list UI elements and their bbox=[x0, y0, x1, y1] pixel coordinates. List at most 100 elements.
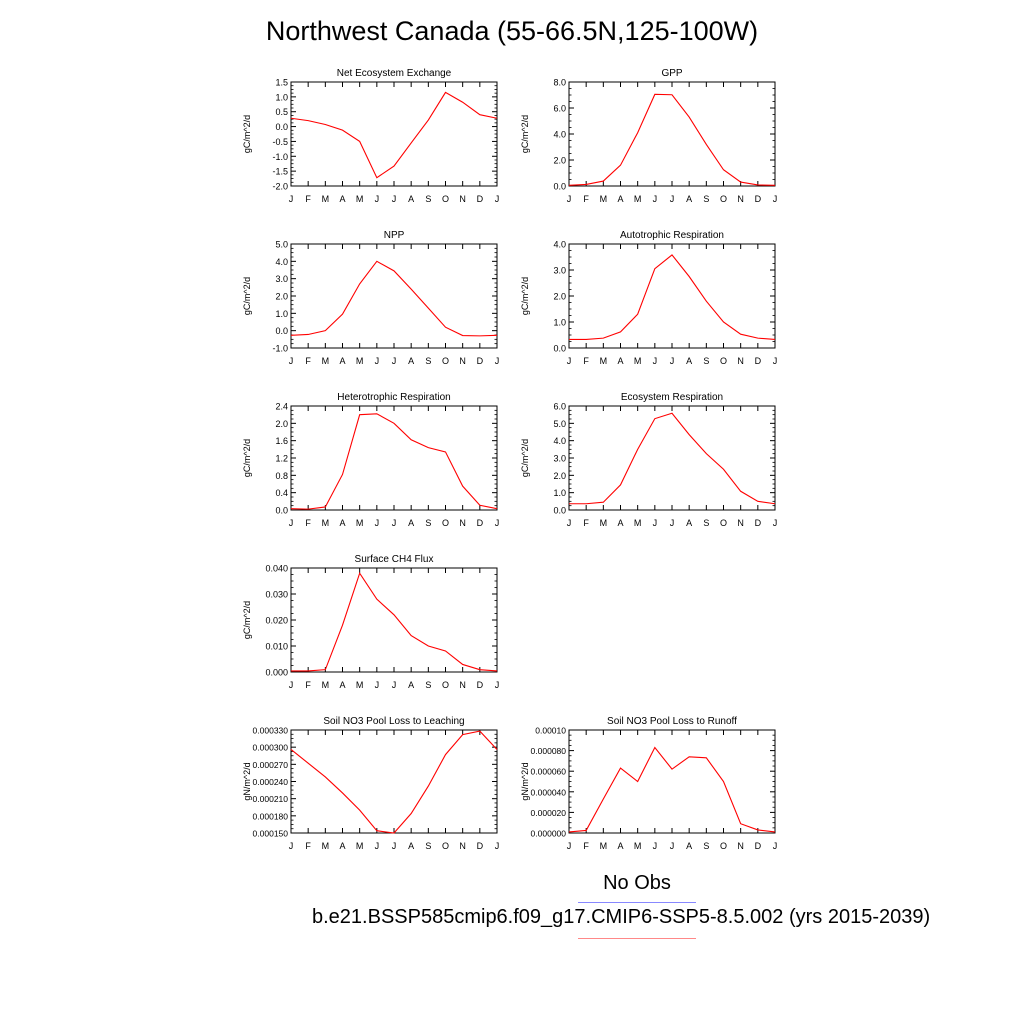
data-line bbox=[290, 91, 498, 179]
legend-case-label: b.e21.BSSP585cmip6.f09_g17.CMIP6-SSP5-8.… bbox=[312, 906, 931, 928]
x-tick-label: J bbox=[653, 356, 658, 366]
x-tick-label: A bbox=[408, 841, 414, 851]
y-tick-label: 2.0 bbox=[275, 419, 288, 429]
x-tick-label: F bbox=[305, 841, 311, 851]
plot-frame bbox=[568, 405, 776, 511]
x-tick-label: M bbox=[356, 518, 364, 528]
y-tick-label: 8.0 bbox=[553, 78, 566, 88]
x-tick-label: O bbox=[442, 194, 449, 204]
y-tick-label: 0.000180 bbox=[253, 811, 289, 821]
y-tick-label: 0.000040 bbox=[531, 787, 567, 797]
y-tick-label: 4.0 bbox=[553, 436, 566, 446]
y-tick-label: 2.0 bbox=[553, 156, 566, 166]
x-tick-label: J bbox=[567, 518, 572, 528]
plot-frame bbox=[290, 729, 498, 834]
x-tick-label: M bbox=[634, 194, 642, 204]
y-axis-label: gN/m^2/d bbox=[520, 762, 530, 800]
x-tick-label: J bbox=[392, 518, 397, 528]
x-tick-label: J bbox=[392, 194, 397, 204]
x-tick-label: J bbox=[670, 518, 675, 528]
x-tick-label: D bbox=[477, 680, 484, 690]
y-tick-label: 0.000300 bbox=[253, 743, 289, 753]
x-tick-label: D bbox=[755, 841, 762, 851]
chart-title: Soil NO3 Pool Loss to Leaching bbox=[323, 716, 464, 727]
y-tick-label: -0.5 bbox=[272, 137, 288, 147]
x-tick-label: J bbox=[567, 194, 572, 204]
chart-panel: Soil NO3 Pool Loss to Leaching 0.000150 0.… bbox=[242, 716, 499, 851]
y-tick-label: 3.0 bbox=[553, 454, 566, 464]
x-tick-label: F bbox=[305, 194, 311, 204]
chart-title: Net Ecosystem Exchange bbox=[337, 68, 452, 79]
x-tick-label: O bbox=[442, 841, 449, 851]
y-tick-label: 2.4 bbox=[275, 402, 288, 412]
x-tick-label: J bbox=[375, 518, 380, 528]
plot-frame bbox=[568, 243, 776, 349]
x-tick-label: A bbox=[339, 356, 345, 366]
chart-title: Soil NO3 Pool Loss to Runoff bbox=[607, 716, 737, 727]
page-title: Northwest Canada (55-66.5N,125-100W) bbox=[265, 16, 759, 46]
x-tick-label: D bbox=[477, 194, 484, 204]
x-tick-label: N bbox=[737, 841, 744, 851]
x-tick-label: J bbox=[653, 841, 658, 851]
y-tick-label: 0.5 bbox=[275, 107, 288, 117]
x-tick-label: J bbox=[375, 680, 380, 690]
chart-panel: Heterotrophic Respiration 0.0 0.4 0.8 1.2 1.6… bbox=[242, 392, 499, 528]
x-tick-label: M bbox=[356, 356, 364, 366]
x-tick-label: N bbox=[737, 518, 744, 528]
x-tick-label: S bbox=[425, 194, 431, 204]
chart-panel: NPP-1.00.01.02.03.04.05.0J F M A M J J A S O N D JgC… bbox=[242, 230, 499, 366]
x-tick-label: J bbox=[495, 356, 500, 366]
data-line bbox=[290, 260, 498, 337]
legend-case-line bbox=[578, 938, 696, 939]
x-tick-label: S bbox=[425, 356, 431, 366]
x-tick-label: J bbox=[392, 356, 397, 366]
x-tick-label: S bbox=[703, 356, 709, 366]
x-tick-label: O bbox=[720, 194, 727, 204]
y-tick-label: 0.040 bbox=[265, 564, 288, 574]
x-tick-label: D bbox=[477, 841, 484, 851]
chart-title: Surface CH4 Flux bbox=[355, 554, 434, 565]
data-line bbox=[291, 571, 498, 672]
y-tick-label: -1.5 bbox=[272, 167, 288, 177]
x-tick-label: F bbox=[305, 356, 311, 366]
x-tick-label: J bbox=[375, 356, 380, 366]
x-tick-label: J bbox=[670, 194, 675, 204]
x-tick-label: O bbox=[720, 841, 727, 851]
y-tick-label: 0.000000 bbox=[531, 829, 567, 839]
x-tick-label: A bbox=[617, 194, 623, 204]
x-tick-label: N bbox=[459, 194, 466, 204]
y-tick-label: 0.0 bbox=[275, 326, 288, 336]
x-tick-label: A bbox=[408, 518, 414, 528]
y-tick-label: 1.0 bbox=[553, 488, 566, 498]
x-tick-label: M bbox=[600, 356, 608, 366]
x-tick-label: A bbox=[686, 841, 692, 851]
x-tick-label: J bbox=[495, 518, 500, 528]
chart-panel: Autotrophic Respiration 0.0 1.0 2.0 3.0 4.0 J F… bbox=[520, 230, 777, 366]
y-axis-label: gC/m^2/d bbox=[242, 277, 252, 315]
x-tick-label: N bbox=[737, 194, 744, 204]
x-tick-label: J bbox=[375, 194, 380, 204]
x-tick-label: O bbox=[442, 680, 449, 690]
y-tick-label: 0.0 bbox=[553, 182, 566, 192]
y-tick-label: 0.000330 bbox=[253, 726, 289, 736]
x-tick-label: M bbox=[356, 841, 364, 851]
x-tick-label: J bbox=[289, 356, 294, 366]
x-tick-label: N bbox=[459, 518, 466, 528]
y-tick-label: 2.0 bbox=[553, 471, 566, 481]
data-line bbox=[290, 730, 498, 834]
x-tick-label: S bbox=[703, 194, 709, 204]
x-tick-label: F bbox=[305, 680, 311, 690]
plot-frame bbox=[290, 405, 498, 511]
y-tick-label: 3.0 bbox=[275, 274, 288, 284]
x-tick-label: S bbox=[425, 841, 431, 851]
x-tick-label: A bbox=[617, 841, 623, 851]
x-tick-label: O bbox=[720, 518, 727, 528]
x-tick-label: O bbox=[442, 518, 449, 528]
y-axis-label: gC/m^2/d bbox=[520, 439, 530, 477]
y-tick-label: 5.0 bbox=[275, 240, 288, 250]
y-tick-label: 0.000080 bbox=[531, 746, 567, 756]
x-tick-label: N bbox=[459, 680, 466, 690]
x-tick-label: J bbox=[773, 194, 778, 204]
x-tick-label: M bbox=[322, 194, 330, 204]
x-tick-label: J bbox=[773, 356, 778, 366]
